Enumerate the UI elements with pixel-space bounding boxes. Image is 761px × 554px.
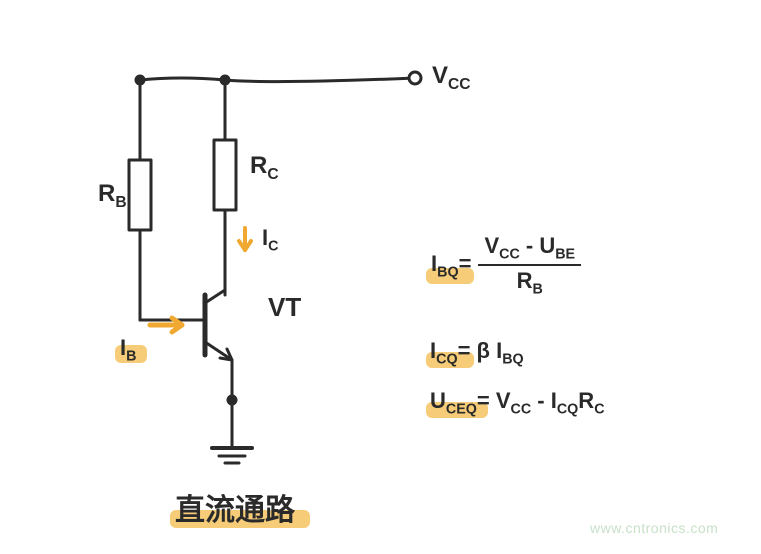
watermark: www.cntronics.com <box>590 520 718 536</box>
ic-arrow <box>239 228 251 250</box>
label-rc: RC <box>250 152 279 184</box>
label-vt: VT <box>268 292 301 323</box>
eq-icq: ICQ= β IBQ <box>430 338 524 367</box>
label-ib: IB <box>120 335 136 364</box>
label-ic: IC <box>262 225 278 254</box>
eq-ibq: IBQ= VCC - UBE RB <box>430 232 582 299</box>
diagram-title: 直流通路 <box>175 485 295 529</box>
circuit-diagram <box>0 0 761 554</box>
label-vcc: VCC <box>432 62 471 94</box>
eq-uceq: UCEQ= VCC - ICQRC <box>430 388 605 417</box>
label-rb: RB <box>98 180 127 212</box>
